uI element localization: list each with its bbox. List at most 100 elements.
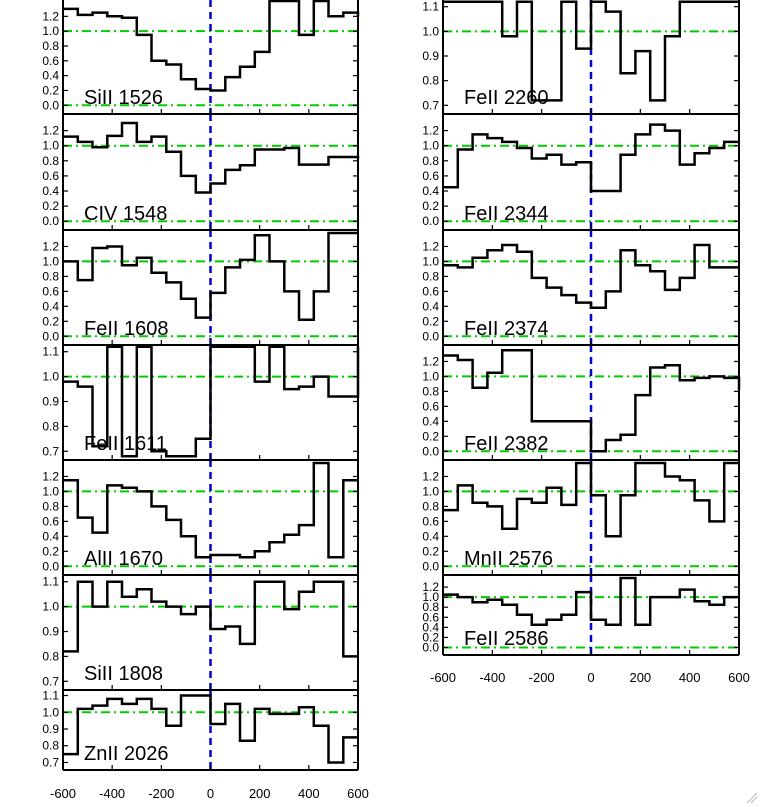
feii-1611-ytick-label: 0.7 — [42, 444, 59, 458]
mnii-2576-ion-label: MnII 2576 — [464, 548, 553, 570]
mnii-2576-spectrum-line — [443, 461, 739, 538]
civ-1548-ytick-label: 0.0 — [42, 214, 59, 228]
feii-2344-ytick-label: 1.2 — [422, 124, 439, 138]
feii-2382-spectrum-line — [443, 348, 741, 453]
znii-2026-ytick-label: 0.8 — [42, 739, 59, 753]
left-xtick-label: 600 — [347, 786, 369, 801]
feii-1611-spectrum-line — [63, 345, 360, 458]
feii-2374-ytick-label: 0.0 — [422, 329, 439, 343]
feii-2374-ytick-label: 0.2 — [422, 314, 439, 328]
resize-grip-icon[interactable] — [746, 792, 758, 804]
feii-2374-ytick-label: 0.8 — [422, 269, 439, 283]
mnii-2576-ytick-label: 1.2 — [422, 469, 439, 483]
feii-2382-ytick-label: 0.4 — [422, 414, 439, 428]
mnii-2576-ytick-label: 0.0 — [422, 559, 439, 573]
feii-2344-ytick-label: 1.0 — [422, 139, 439, 153]
znii-2026-ytick-label: 0.9 — [42, 722, 59, 736]
siii-1526-ytick-label: 0.6 — [42, 54, 59, 68]
civ-1548-ytick-label: 0.2 — [42, 199, 59, 213]
siii-1808-ytick-label: 0.8 — [42, 649, 59, 663]
feii-2374-ytick-label: 0.4 — [422, 299, 439, 313]
right-xtick-label: -200 — [529, 670, 555, 685]
alii-1670-ytick-label: 0.2 — [42, 544, 59, 558]
siii-1526-ytick-label: 1.0 — [42, 24, 59, 38]
civ-1548-ytick-label: 1.2 — [42, 124, 59, 138]
siii-1526-ytick-label: 0.8 — [42, 39, 59, 53]
feii-1608-spectrum-line — [63, 231, 358, 322]
feii-2344-spectrum-line — [443, 123, 739, 193]
feii-2586-ytick-label: 1.2 — [422, 580, 439, 594]
left-xtick-label: 200 — [249, 786, 271, 801]
feii-1611-ion-label: FeII 1611 — [84, 433, 167, 455]
right-xtick-label: 0 — [587, 670, 594, 685]
feii-2260-ytick-label: 1.0 — [422, 24, 439, 38]
feii-2382-ytick-label: 1.2 — [422, 354, 439, 368]
feii-1611-ytick-label: 1.0 — [42, 370, 59, 384]
feii-2382-ion-label: FeII 2382 — [464, 433, 549, 455]
siii-1526-ytick-label: 0.0 — [42, 98, 59, 112]
alii-1670-ytick-label: 0.4 — [42, 529, 59, 543]
feii-2382-ytick-label: 0.6 — [422, 399, 439, 413]
feii-1608-ytick-label: 0.0 — [42, 329, 59, 343]
feii-2260-ytick-label: 0.8 — [422, 74, 439, 88]
feii-2344-ytick-label: 0.8 — [422, 154, 439, 168]
right-xtick-label: 200 — [629, 670, 651, 685]
siii-1808-ytick-label: 0.7 — [42, 674, 59, 688]
znii-2026-spectrum-line — [63, 694, 358, 764]
feii-2382-ytick-label: 1.0 — [422, 369, 439, 383]
feii-2260-spectrum-line — [443, 0, 739, 102]
feii-1611-ytick-label: 1.1 — [42, 345, 59, 359]
feii-1608-ytick-label: 0.2 — [42, 314, 59, 328]
alii-1670-ytick-label: 0.0 — [42, 559, 59, 573]
feii-2586-ytick-label: 0.4 — [422, 620, 439, 634]
left-xtick-label: -400 — [99, 786, 125, 801]
feii-2382-ytick-label: 0.0 — [422, 444, 439, 458]
znii-2026-ytick-label: 1.0 — [42, 705, 59, 719]
right-xtick-label: 600 — [728, 670, 750, 685]
feii-1608-ytick-label: 0.6 — [42, 284, 59, 298]
feii-2586-ytick-label: 0.2 — [422, 630, 439, 644]
feii-2260-ytick-label: 0.9 — [422, 49, 439, 63]
feii-2260-ytick-label: 1.1 — [422, 0, 439, 14]
feii-2344-ytick-label: 0.4 — [422, 184, 439, 198]
civ-1548-ion-label: CIV 1548 — [84, 203, 167, 225]
mnii-2576-ytick-label: 1.0 — [422, 484, 439, 498]
feii-2344-ytick-label: 0.6 — [422, 169, 439, 183]
spectra-layer — [63, 0, 741, 764]
alii-1670-ytick-label: 0.8 — [42, 499, 59, 513]
alii-1670-ytick-label: 0.6 — [42, 514, 59, 528]
civ-1548-ytick-label: 1.0 — [42, 139, 59, 153]
siii-1526-ytick-label: 0.2 — [42, 83, 59, 97]
right-xtick-label: -600 — [430, 670, 456, 685]
siii-1526-ytick-label: 1.2 — [42, 9, 59, 23]
siii-1808-ytick-label: 1.1 — [42, 575, 59, 589]
alii-1670-ytick-label: 1.2 — [42, 469, 59, 483]
siii-1808-spectrum-line — [63, 580, 358, 658]
feii-1608-ion-label: FeII 1608 — [84, 318, 169, 340]
feii-2586-ytick-label: 0.0 — [422, 640, 439, 654]
alii-1670-ion-label: AlII 1670 — [84, 548, 163, 570]
feii-2586-ytick-label: 0.6 — [422, 610, 439, 624]
mnii-2576-ytick-label: 0.4 — [422, 529, 439, 543]
alii-1670-spectrum-line — [63, 461, 358, 559]
feii-2586-ytick-label: 1.0 — [422, 590, 439, 604]
mnii-2576-ytick-label: 0.6 — [422, 514, 439, 528]
feii-2382-ytick-label: 0.8 — [422, 384, 439, 398]
left-xtick-label: -600 — [50, 786, 76, 801]
feii-2260-ion-label: FeII 2260 — [464, 87, 549, 109]
siii-1808-ytick-label: 1.0 — [42, 600, 59, 614]
siii-1526-ytick-label: 0.4 — [42, 69, 59, 83]
feii-2344-ytick-label: 0.0 — [422, 214, 439, 228]
feii-2260-ytick-label: 0.7 — [422, 98, 439, 112]
siii-1526-spectrum-line — [63, 0, 360, 92]
feii-1611-ytick-label: 0.9 — [42, 395, 59, 409]
siii-1526-ion-label: SiII 1526 — [84, 87, 163, 109]
feii-1608-ytick-label: 1.2 — [42, 239, 59, 253]
feii-2374-spectrum-line — [443, 243, 739, 310]
feii-2586-spectrum-line — [443, 576, 739, 627]
left-xtick-label: -200 — [148, 786, 174, 801]
feii-2382-ytick-label: 0.2 — [422, 429, 439, 443]
feii-2374-ion-label: FeII 2374 — [464, 318, 549, 340]
